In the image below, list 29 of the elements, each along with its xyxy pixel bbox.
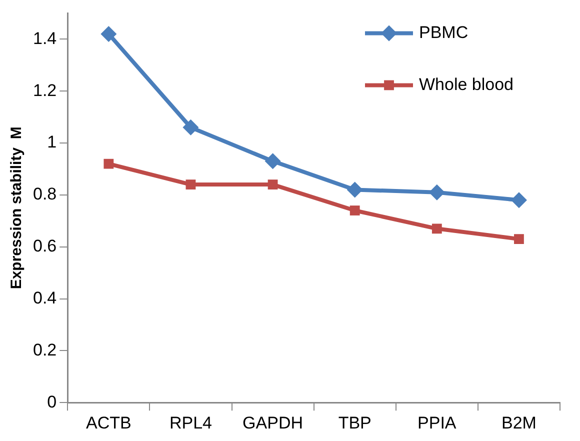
y-tick-label: 0.2 — [32, 340, 57, 360]
x-tick-label: TBP — [338, 413, 372, 432]
point — [346, 182, 363, 198]
x-tick-label: ACTB — [86, 413, 132, 432]
point — [186, 180, 196, 190]
point — [182, 119, 199, 136]
y-tick-label: 0.6 — [32, 236, 57, 256]
x-tick-label: PPIA — [418, 413, 457, 432]
point — [432, 224, 442, 234]
x-tick-label: RPL4 — [169, 413, 212, 432]
point — [104, 158, 114, 169]
legend-label: Whole blood — [419, 74, 514, 94]
point — [350, 206, 360, 216]
point — [510, 192, 527, 208]
y-tick-label: 1.4 — [32, 28, 57, 48]
point — [268, 180, 278, 190]
y-tick-label: 0.4 — [32, 288, 57, 308]
point — [428, 184, 445, 200]
y-tick-label: 0.8 — [32, 184, 57, 204]
x-tick-label: GAPDH — [242, 413, 304, 432]
y-tick-label: 1.2 — [32, 80, 57, 100]
legend-label: PBMC — [419, 22, 468, 42]
y-tick-label: 0 — [47, 392, 57, 412]
point — [100, 26, 117, 42]
y-tick-label: 1 — [47, 132, 57, 152]
y-axis-title: Expression stability M — [8, 126, 26, 290]
point — [514, 234, 524, 244]
point — [264, 153, 281, 170]
x-tick-label: B2M — [501, 413, 536, 432]
